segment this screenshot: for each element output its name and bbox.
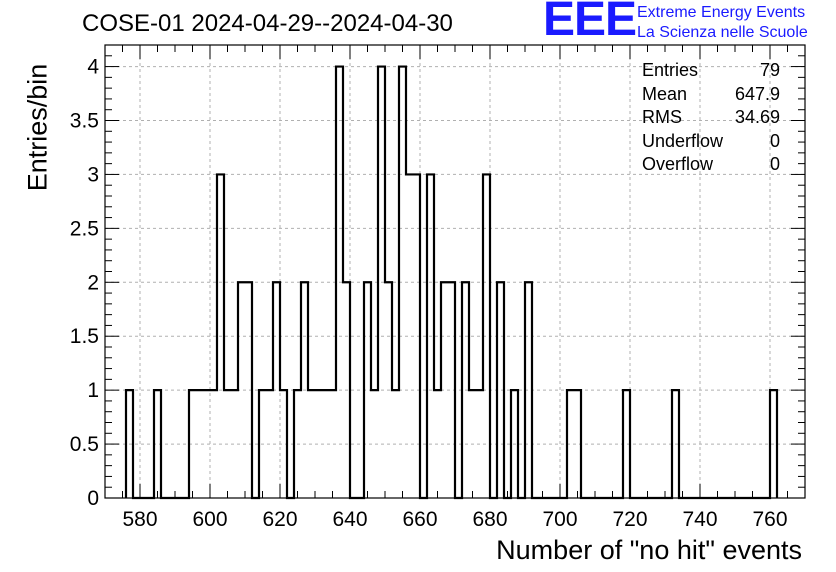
x-tick-label: 600 (192, 508, 227, 531)
stat-row-underflow: Underflow 0 (642, 130, 780, 154)
chart-title: COSE-01 2024-04-29--2024-04-30 (82, 10, 453, 37)
stat-value: 79 (759, 60, 780, 80)
stat-name: Mean (642, 83, 688, 104)
y-axis-label-wrap: Entries/bin (7, 64, 67, 192)
stat-value: 647.9 (734, 83, 780, 104)
x-axis-label: Number of "no hit" events (496, 535, 802, 565)
y-tick-label: 2 (87, 271, 99, 294)
y-axis-label: Entries/bin (22, 63, 53, 192)
y-tick-label: 3.5 (70, 110, 99, 133)
x-tick-label: 640 (332, 508, 367, 531)
stat-row-entries: Entries 79 (642, 59, 780, 83)
logo-tagline-2: La Scienza nelle Scuole (637, 24, 808, 41)
stats-box: Entries 79 Mean 647.9 RMS 34.69 Underflo… (642, 59, 780, 177)
stat-name: Underflow (642, 130, 724, 151)
x-tick-label: 720 (612, 508, 647, 531)
y-tick-label: 2.5 (70, 217, 99, 240)
stat-row-mean: Mean 647.9 (642, 83, 780, 107)
eee-logo: EEE Extreme Energy Events La Scienza nel… (543, 0, 836, 46)
stat-name: RMS (642, 107, 682, 127)
stat-name: Entries (642, 60, 699, 80)
y-tick-label: 0 (87, 487, 99, 510)
stat-value: 0 (769, 130, 780, 151)
stat-value: 0 (769, 154, 780, 174)
y-tick-label: 0.5 (70, 433, 99, 456)
stat-value: 34.69 (734, 107, 780, 127)
eee-logo-mark: EEE (543, 0, 637, 46)
y-tick-label: 3 (87, 163, 99, 186)
y-tick-label: 4 (87, 56, 99, 79)
x-tick-label: 580 (122, 508, 157, 531)
x-tick-label: 660 (402, 508, 437, 531)
stat-row-rms: RMS 34.69 (642, 106, 780, 130)
stat-row-overflow: Overflow 0 (642, 153, 780, 177)
x-tick-label: 740 (682, 508, 717, 531)
x-tick-label: 700 (542, 508, 577, 531)
x-tick-label: 760 (752, 508, 787, 531)
logo-tagline-1: Extreme Energy Events (637, 4, 806, 21)
stat-name: Overflow (642, 154, 714, 174)
y-tick-label: 1.5 (70, 325, 99, 348)
histogram-series (124, 65, 779, 500)
y-tick-label: 1 (87, 379, 99, 402)
x-tick-label: 680 (472, 508, 507, 531)
x-tick-label: 620 (262, 508, 297, 531)
